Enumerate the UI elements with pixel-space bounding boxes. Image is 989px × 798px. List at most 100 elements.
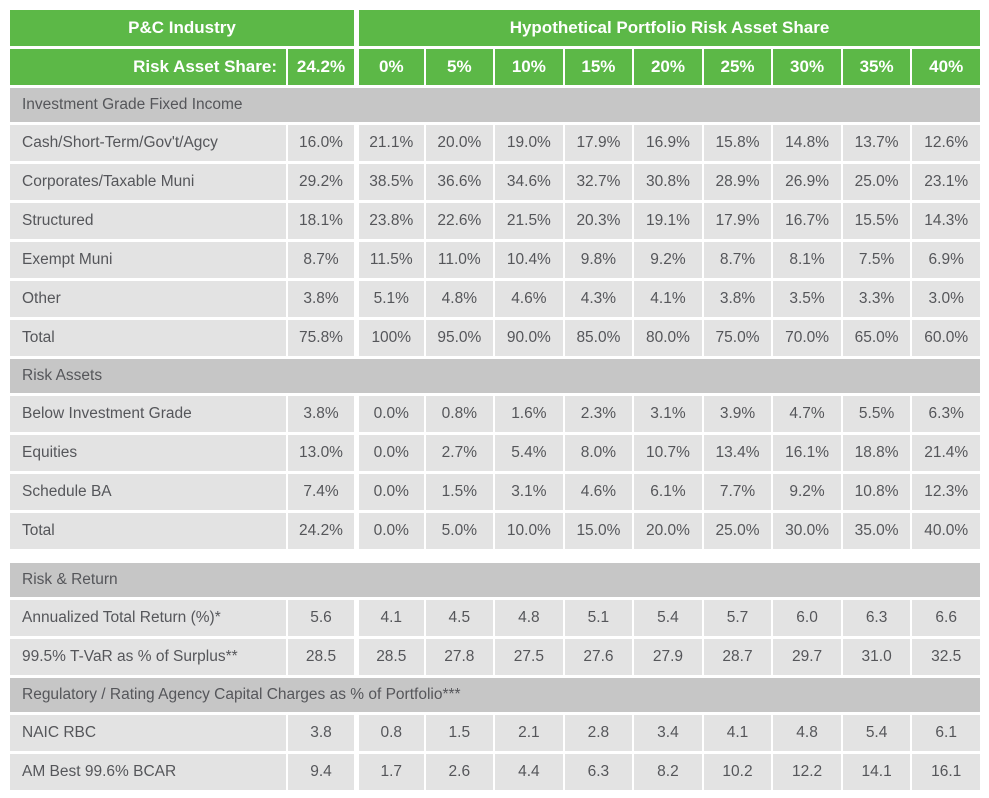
value-cell: 5.1% (356, 281, 424, 317)
value-cell: 3.0% (912, 281, 980, 317)
value-cell: 20.0% (634, 513, 702, 549)
table-row: Below Investment Grade 3.8% 0.0% 0.8% 1.6% 2.… (10, 396, 980, 432)
section-header-row: Investment Grade Fixed Income (10, 88, 980, 122)
value-cell: 5.5% (842, 396, 911, 432)
value-cell: 4.6% (495, 281, 563, 317)
row-label: Exempt Muni (10, 242, 286, 278)
value-cell: 38.5% (356, 164, 424, 200)
value-cell: 8.7% (703, 242, 772, 278)
value-cell: 15.8% (703, 125, 772, 161)
value-cell: 18.8% (842, 435, 911, 471)
value-cell: 5.4 (634, 600, 702, 636)
value-cell: 5.4 (842, 715, 911, 751)
column-header-35%: 35% (842, 49, 911, 85)
industry-value: 5.6 (288, 600, 354, 636)
industry-value: 75.8% (288, 320, 354, 356)
hypothetical-portfolio-group-header: Hypothetical Portfolio Risk Asset Share (356, 10, 980, 46)
value-cell: 3.9% (703, 396, 772, 432)
table-row: Exempt Muni 8.7% 11.5% 11.0% 10.4% 9.8% 9.2% 8.… (10, 242, 980, 278)
column-header-40%: 40% (912, 49, 980, 85)
value-cell: 22.6% (425, 203, 494, 239)
value-cell: 11.0% (425, 242, 494, 278)
value-cell: 10.2 (703, 754, 772, 790)
value-cell: 3.1% (495, 474, 563, 510)
table-row: Structured 18.1% 23.8% 22.6% 21.5% 20.3% 19.1%… (10, 203, 980, 239)
value-cell: 25.0% (703, 513, 772, 549)
section-title: Risk & Return (10, 563, 980, 597)
value-cell: 2.8 (564, 715, 633, 751)
value-cell: 4.1 (703, 715, 772, 751)
value-cell: 9.8% (564, 242, 633, 278)
value-cell: 6.3 (842, 600, 911, 636)
value-cell: 4.1% (634, 281, 702, 317)
value-cell: 0.0% (356, 513, 424, 549)
row-label: AM Best 99.6% BCAR (10, 754, 286, 790)
value-cell: 6.6 (912, 600, 980, 636)
value-cell: 17.9% (703, 203, 772, 239)
table-row: Total 75.8% 100% 95.0% 90.0% 85.0% 80.0% 75.0% 7… (10, 320, 980, 356)
value-cell: 10.4% (495, 242, 563, 278)
risk-asset-share-label: Risk Asset Share: (10, 49, 286, 85)
pc-industry-group-header: P&C Industry (10, 10, 354, 46)
value-cell: 8.0% (564, 435, 633, 471)
value-cell: 20.0% (425, 125, 494, 161)
value-cell: 27.9 (634, 639, 702, 675)
risk-asset-share-table: P&C Industry Hypothetical Portfolio Risk… (8, 7, 982, 793)
value-cell: 16.1 (912, 754, 980, 790)
value-cell: 25.0% (842, 164, 911, 200)
group-header-row: P&C Industry Hypothetical Portfolio Risk… (10, 10, 980, 46)
value-cell: 27.5 (495, 639, 563, 675)
value-cell: 2.3% (564, 396, 633, 432)
value-cell: 40.0% (912, 513, 980, 549)
value-cell: 15.0% (564, 513, 633, 549)
value-cell: 16.7% (773, 203, 841, 239)
table-row: Annualized Total Return (%)* 5.6 4.1 4.5 4.8… (10, 600, 980, 636)
industry-value: 9.4 (288, 754, 354, 790)
value-cell: 21.5% (495, 203, 563, 239)
section-title: Regulatory / Rating Agency Capital Charg… (10, 678, 980, 712)
column-header-5%: 5% (425, 49, 494, 85)
value-cell: 28.7 (703, 639, 772, 675)
value-cell: 2.7% (425, 435, 494, 471)
value-cell: 31.0 (842, 639, 911, 675)
value-cell: 16.1% (773, 435, 841, 471)
column-header-0%: 0% (356, 49, 424, 85)
row-label: Structured (10, 203, 286, 239)
value-cell: 0.0% (356, 435, 424, 471)
section-title: Risk Assets (10, 359, 980, 393)
value-cell: 10.8% (842, 474, 911, 510)
row-label: Cash/Short-Term/Gov't/Agcy (10, 125, 286, 161)
value-cell: 23.8% (356, 203, 424, 239)
value-cell: 6.3% (912, 396, 980, 432)
value-cell: 19.1% (634, 203, 702, 239)
section-header-row: Risk & Return (10, 563, 980, 597)
value-cell: 6.9% (912, 242, 980, 278)
table-row: AM Best 99.6% BCAR 9.4 1.7 2.6 4.4 6.3 8.2 10.2… (10, 754, 980, 790)
value-cell: 8.2 (634, 754, 702, 790)
value-cell: 1.7 (356, 754, 424, 790)
value-cell: 23.1% (912, 164, 980, 200)
value-cell: 3.3% (842, 281, 911, 317)
value-cell: 19.0% (495, 125, 563, 161)
value-cell: 30.0% (773, 513, 841, 549)
value-cell: 6.1% (634, 474, 702, 510)
value-cell: 4.4 (495, 754, 563, 790)
value-cell: 9.2% (634, 242, 702, 278)
value-cell: 5.7 (703, 600, 772, 636)
table-row: 99.5% T-VaR as % of Surplus** 28.5 28.5 27.… (10, 639, 980, 675)
table-row: Total 24.2% 0.0% 5.0% 10.0% 15.0% 20.0% 25.0% 30… (10, 513, 980, 549)
value-cell: 29.7 (773, 639, 841, 675)
value-cell: 10.0% (495, 513, 563, 549)
table-row: Corporates/Taxable Muni 29.2% 38.5% 36.6% 34… (10, 164, 980, 200)
value-cell: 90.0% (495, 320, 563, 356)
table-row: Equities 13.0% 0.0% 2.7% 5.4% 8.0% 10.7% 13.4% 1… (10, 435, 980, 471)
industry-value: 18.1% (288, 203, 354, 239)
value-cell: 2.6 (425, 754, 494, 790)
value-cell: 80.0% (634, 320, 702, 356)
column-header-20%: 20% (634, 49, 702, 85)
value-cell: 17.9% (564, 125, 633, 161)
value-cell: 5.4% (495, 435, 563, 471)
row-label: Annualized Total Return (%)* (10, 600, 286, 636)
value-cell: 32.7% (564, 164, 633, 200)
